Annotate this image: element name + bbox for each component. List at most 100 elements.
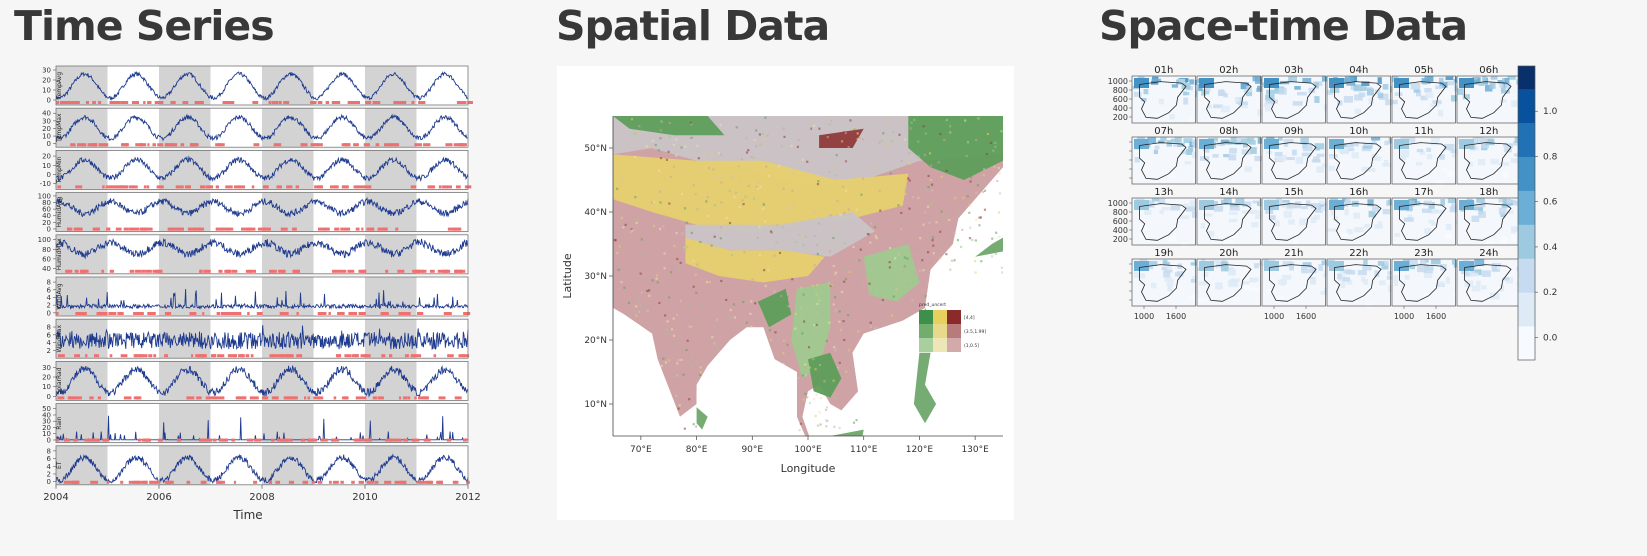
spatial-pixel [892, 130, 895, 133]
spatial-pixel [650, 201, 654, 204]
spatial-pixel [791, 189, 794, 192]
spatial-pixel [766, 122, 769, 126]
st-cell [1422, 81, 1428, 85]
spatial-pixel [620, 280, 623, 284]
spatial-pixel [801, 374, 804, 377]
st-cell [1203, 213, 1213, 217]
ts-variable-label: HumidAvg [56, 197, 63, 228]
st-cell [1478, 81, 1485, 86]
st-panel-05h: 05h [1391, 65, 1462, 124]
spatial-legend-cell [947, 338, 961, 352]
spatial-pixel [690, 365, 693, 369]
ts-flag-mark [146, 185, 150, 189]
ts-panel-frame [55, 318, 469, 359]
spatial-pixel [965, 155, 968, 158]
ts-flag-mark [367, 185, 371, 189]
st-cell [1498, 198, 1507, 203]
spatial-pixel [720, 279, 723, 283]
ts-flag-mark [347, 101, 355, 104]
spatial-pixel [839, 295, 842, 298]
spatial-pixel [832, 264, 835, 268]
spatial-pixel [675, 154, 678, 157]
spatial-pixel [816, 283, 819, 287]
ts-panel-frame [55, 65, 469, 106]
ts-flag-mark [290, 396, 296, 400]
spatial-pixel [813, 235, 816, 238]
spatial-pixel [874, 234, 878, 238]
spatial-pixel [818, 363, 822, 367]
ts-flag-mark [137, 143, 141, 147]
ts-flag-mark [133, 312, 141, 315]
st-panel-title: 14h [1219, 187, 1238, 198]
st-cell [1141, 97, 1147, 102]
spatial-pixel [939, 132, 942, 136]
ts-flag-mark [454, 480, 457, 484]
spatial-pixel [875, 237, 878, 240]
st-cell [1377, 260, 1385, 266]
spatial-pixel [756, 236, 759, 239]
spatial-pixel [718, 239, 721, 242]
st-coastline [1399, 142, 1447, 180]
ts-flag-mark [361, 227, 364, 231]
st-cell [1181, 150, 1191, 155]
ts-year-shade [262, 445, 314, 485]
spatial-pixel [804, 392, 807, 395]
st-cell [1213, 104, 1223, 109]
st-cell [1321, 260, 1328, 266]
st-cell [1179, 215, 1190, 220]
ts-flag-mark [197, 227, 205, 231]
st-colorbar-step [1518, 122, 1535, 135]
spatial-pixel [781, 226, 784, 229]
st-panel-title: 16h [1349, 187, 1368, 198]
st-cell [1499, 284, 1505, 292]
spatial-data-title: Spatial Data [556, 2, 830, 50]
spatial-pixel [784, 309, 787, 312]
ts-flag-mark [109, 312, 115, 315]
spatial-pixel [741, 199, 744, 202]
spatial-pixel [748, 325, 751, 328]
spatial-pixel [683, 207, 687, 210]
spatial-pixel [720, 181, 723, 184]
st-cell [1394, 233, 1401, 237]
spatial-pixel [699, 311, 702, 314]
spatial-pixel [858, 269, 861, 273]
spatial-pixel [659, 137, 662, 140]
spatial-pixel [994, 252, 998, 256]
spatial-pixel [685, 348, 688, 352]
st-cell [1475, 280, 1481, 287]
ts-flag-mark [245, 354, 250, 358]
ts-ytick-label: 20 [42, 424, 51, 432]
st-cell [1506, 277, 1514, 284]
st-cell [1240, 82, 1247, 90]
spatial-pixel [823, 380, 826, 383]
spatial-pixel [813, 323, 816, 327]
spatial-pixel [654, 143, 657, 147]
spatial-pixel [847, 349, 850, 352]
spatial-pixel [631, 305, 634, 309]
spatial-pixel [697, 157, 700, 160]
spatial-pixel [724, 294, 728, 298]
st-panel-09h: 09h [1261, 126, 1332, 185]
spatial-pixel [676, 257, 679, 261]
spatial-pixel [808, 366, 811, 369]
ts-ytick-label: 40 [42, 212, 51, 220]
spatial-island [913, 352, 937, 424]
ts-flag-mark [279, 312, 284, 315]
st-cell [1134, 261, 1149, 271]
spatial-pixel [708, 281, 711, 284]
ts-flag-mark [148, 354, 153, 358]
ts-flag-mark [410, 185, 417, 189]
ts-flag-mark [407, 396, 411, 400]
ts-flag-mark [333, 396, 337, 400]
st-cell [1513, 226, 1521, 232]
ts-flag-mark [390, 143, 394, 147]
st-cell [1404, 274, 1410, 280]
ts-flag-mark [285, 438, 293, 442]
spatial-pixel [797, 138, 800, 141]
spatial-pixel [802, 293, 805, 296]
spatial-pixel [983, 208, 987, 211]
spatial-pixel [731, 253, 734, 257]
ts-flag-mark [249, 269, 256, 273]
spatial-pixel [698, 148, 702, 151]
